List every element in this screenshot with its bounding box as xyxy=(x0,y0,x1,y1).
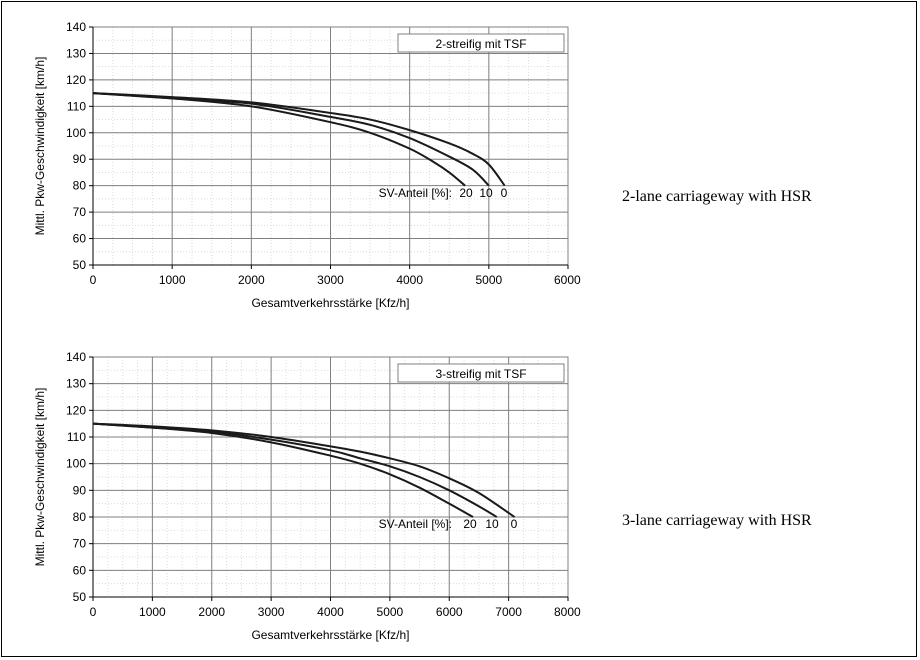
y-tick-label: 70 xyxy=(73,537,87,551)
y-tick-label: 140 xyxy=(66,350,86,364)
y-tick-label: 50 xyxy=(73,258,87,272)
x-tick-label: 4000 xyxy=(317,605,344,619)
x-tick-label: 3000 xyxy=(317,273,344,287)
x-tick-label: 2000 xyxy=(238,273,265,287)
series-label-0: 0 xyxy=(501,186,508,200)
series-line-10 xyxy=(92,92,490,187)
series-label-20: 20 xyxy=(459,186,473,200)
y-tick-label: 90 xyxy=(73,152,87,166)
legend-box-label: 2-streifig mit TSF xyxy=(435,37,526,51)
x-axis-title: Gesamtverkehrsstärke [Kfz/h] xyxy=(251,296,409,310)
y-tick-label: 60 xyxy=(73,232,87,246)
x-tick-label: 6000 xyxy=(554,273,581,287)
x-tick-label: 2000 xyxy=(198,605,225,619)
series-label-20: 20 xyxy=(463,517,477,531)
x-tick-label: 6000 xyxy=(436,605,463,619)
series-line-20 xyxy=(92,422,474,518)
legend-box xyxy=(397,363,565,383)
sv-anteil-annotation: SV-Anteil [%]: xyxy=(379,517,452,531)
sv-anteil-annotation: SV-Anteil [%]: xyxy=(379,186,452,200)
y-axis-title: Mittl. Pkw-Geschwindigkeit [km/h] xyxy=(33,57,47,236)
x-axis-title: Gesamtverkehrsstärke [Kfz/h] xyxy=(251,628,409,642)
x-tick-label: 5000 xyxy=(377,605,404,619)
series-line-0 xyxy=(92,92,506,187)
y-axis-title: Mittl. Pkw-Geschwindigkeit [km/h] xyxy=(33,388,47,567)
y-tick-label: 50 xyxy=(73,590,87,604)
y-tick-label: 120 xyxy=(66,73,86,87)
series-label-10: 10 xyxy=(485,517,499,531)
y-tick-label: 90 xyxy=(73,483,87,497)
y-tick-label: 80 xyxy=(73,510,87,524)
y-tick-label: 110 xyxy=(67,99,86,113)
x-tick-label: 0 xyxy=(90,605,97,619)
y-tick-label: 120 xyxy=(66,403,86,417)
x-tick-label: 1000 xyxy=(139,605,166,619)
series-line-0 xyxy=(92,422,516,518)
x-tick-label: 5000 xyxy=(475,273,502,287)
y-tick-label: 80 xyxy=(73,179,87,193)
y-tick-label: 110 xyxy=(67,430,86,444)
series-label-0: 0 xyxy=(511,517,518,531)
y-tick-label: 140 xyxy=(66,20,86,34)
legend-box xyxy=(397,33,565,53)
caption-3-lane: 3-lane carriageway with HSR xyxy=(622,512,812,529)
y-tick-label: 100 xyxy=(66,126,86,140)
y-tick-label: 100 xyxy=(66,457,86,471)
x-tick-label: 3000 xyxy=(258,605,285,619)
y-tick-label: 60 xyxy=(73,563,87,577)
series-label-10: 10 xyxy=(479,186,493,200)
series-line-10 xyxy=(92,422,498,518)
x-tick-label: 1000 xyxy=(159,273,186,287)
x-tick-label: 4000 xyxy=(396,273,423,287)
y-tick-label: 70 xyxy=(73,205,87,219)
legend-box-label: 3-streifig mit TSF xyxy=(435,367,526,381)
x-tick-label: 0 xyxy=(90,273,97,287)
x-tick-label: 8000 xyxy=(554,605,581,619)
caption-2-lane: 2-lane carriageway with HSR xyxy=(622,188,812,205)
x-tick-label: 7000 xyxy=(495,605,522,619)
y-tick-label: 130 xyxy=(66,377,86,391)
y-tick-label: 130 xyxy=(66,46,86,60)
